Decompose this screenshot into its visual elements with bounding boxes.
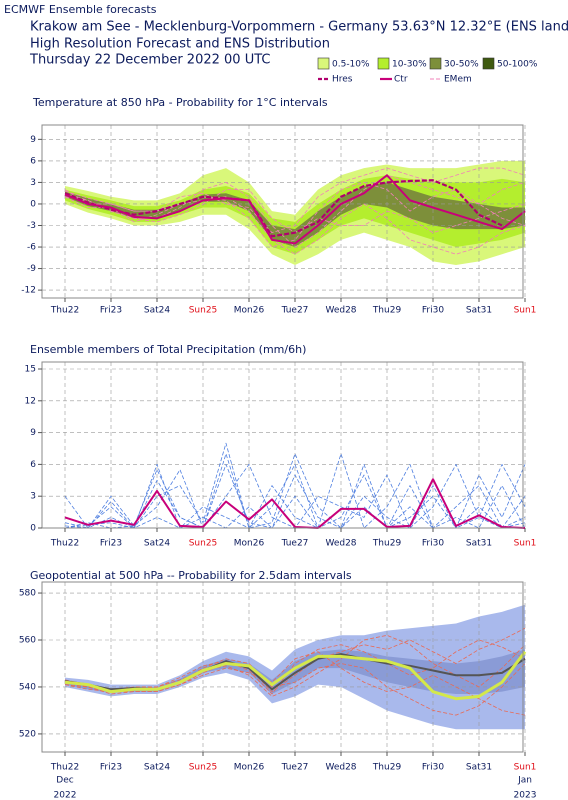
series-line: [64, 196, 526, 255]
x-tick-label: Sat24: [144, 763, 170, 773]
y-tick-label: 580: [19, 589, 36, 599]
x-tick-label: Sun1: [514, 306, 537, 316]
x-tick-label: Tue27: [281, 763, 309, 773]
y-tick-label: 12: [25, 396, 36, 406]
legend-swatch: [377, 57, 390, 70]
header-line: Thursday 22 December 2022 00 UTC: [29, 53, 270, 68]
x-sublabel: Jan: [517, 776, 532, 786]
x-tick-label: Fri23: [100, 306, 122, 316]
series-line: [64, 179, 503, 238]
y-tick-label: -9: [27, 264, 36, 274]
legend-label: 50-100%: [497, 60, 538, 70]
series-line: [64, 639, 526, 695]
series-line: [64, 627, 526, 695]
x-tick-label: Sat24: [144, 539, 170, 549]
x-tick-label: Sun25: [189, 539, 218, 549]
y-tick-label: 3: [30, 178, 36, 188]
y-tick-label: 540: [19, 682, 36, 692]
x-tick-label: Fri30: [422, 763, 444, 773]
x-tick-label: Fri30: [422, 539, 444, 549]
header-line: High Resolution Forecast and ENS Distrib…: [30, 37, 330, 52]
y-tick-label: 520: [19, 729, 36, 739]
y-tick-label: 3: [30, 492, 36, 502]
x-tick-label: Sun25: [189, 306, 218, 316]
series-line: [64, 485, 526, 529]
x-tick-label: Tue27: [281, 539, 309, 549]
y-tick-label: 0: [30, 524, 36, 534]
chart-title: Ensemble members of Total Precipitation …: [30, 343, 306, 356]
x-tick-label: Wed28: [325, 763, 356, 773]
legend-swatch: [317, 57, 330, 70]
header-line: Krakow am See - Mecklenburg-Vorpommern -…: [30, 20, 568, 35]
x-tick-label: Thu29: [372, 539, 402, 549]
x-sublabel: Dec: [56, 776, 73, 786]
y-tick-label: 15: [25, 364, 36, 374]
chart-title: Geopotential at 500 hPa -- Probability f…: [30, 569, 352, 582]
legend-label: EMem: [444, 75, 472, 85]
x-tick-label: Wed28: [325, 306, 356, 316]
y-tick-label: 9: [30, 135, 36, 145]
plot-frame: [41, 581, 524, 753]
x-tick-label: Sun25: [189, 763, 218, 773]
legend-label: 30-50%: [444, 60, 479, 70]
x-tick-label: Tue27: [281, 306, 309, 316]
series-line: [64, 651, 526, 716]
chart-title: Temperature at 850 hPa - Probability for…: [32, 96, 328, 109]
x-tick-label: Thu22: [50, 539, 79, 549]
x-sublabel: 2022: [54, 791, 77, 800]
x-tick-label: Fri23: [100, 539, 122, 549]
series-line: [64, 463, 526, 529]
series-line: [64, 478, 526, 529]
x-tick-label: Sat31: [466, 306, 492, 316]
series-line: [64, 650, 527, 701]
series-line: [64, 174, 526, 245]
series-line: [64, 442, 526, 529]
x-tick-label: Fri30: [422, 306, 444, 316]
x-tick-label: Wed28: [325, 539, 356, 549]
x-tick-label: Mon26: [234, 539, 265, 549]
x-sublabel: 2023: [514, 791, 537, 800]
legend-swatch: [429, 57, 442, 70]
x-tick-label: Fri23: [100, 763, 122, 773]
x-tick-label: Thu29: [372, 763, 402, 773]
series-line: [64, 453, 526, 529]
y-tick-label: -6: [27, 243, 36, 253]
x-tick-label: Mon26: [234, 306, 265, 316]
x-tick-label: Thu22: [50, 763, 79, 773]
y-tick-label: 9: [30, 428, 36, 438]
x-tick-label: Sat31: [466, 539, 492, 549]
x-tick-label: Mon26: [234, 763, 265, 773]
y-tick-label: 6: [30, 460, 36, 470]
legend-label: 10-30%: [392, 60, 427, 70]
header-line: ECMWF Ensemble forecasts: [4, 3, 157, 16]
x-tick-label: Thu29: [372, 306, 402, 316]
series-line: [64, 182, 526, 248]
y-tick-label: -3: [27, 221, 36, 231]
y-tick-label: 560: [19, 635, 36, 645]
legend-label: Hres: [332, 75, 353, 85]
probability-band: [65, 182, 525, 248]
x-tick-label: Sat31: [466, 763, 492, 773]
y-tick-label: 0: [30, 199, 36, 209]
plot-frame: [41, 124, 524, 299]
x-tick-label: Sat24: [144, 306, 170, 316]
x-tick-label: Sun1: [514, 763, 537, 773]
plot-frame: [41, 361, 524, 529]
legend-label: 0.5-10%: [332, 60, 370, 70]
x-tick-label: Thu22: [50, 306, 79, 316]
series-line: [64, 634, 526, 697]
legend-label: Ctr: [394, 75, 408, 85]
y-tick-label: 6: [30, 156, 36, 166]
x-tick-label: Sun1: [514, 539, 537, 549]
series-line: [64, 658, 526, 716]
y-tick-label: -12: [21, 286, 36, 296]
legend-swatch: [482, 57, 495, 70]
